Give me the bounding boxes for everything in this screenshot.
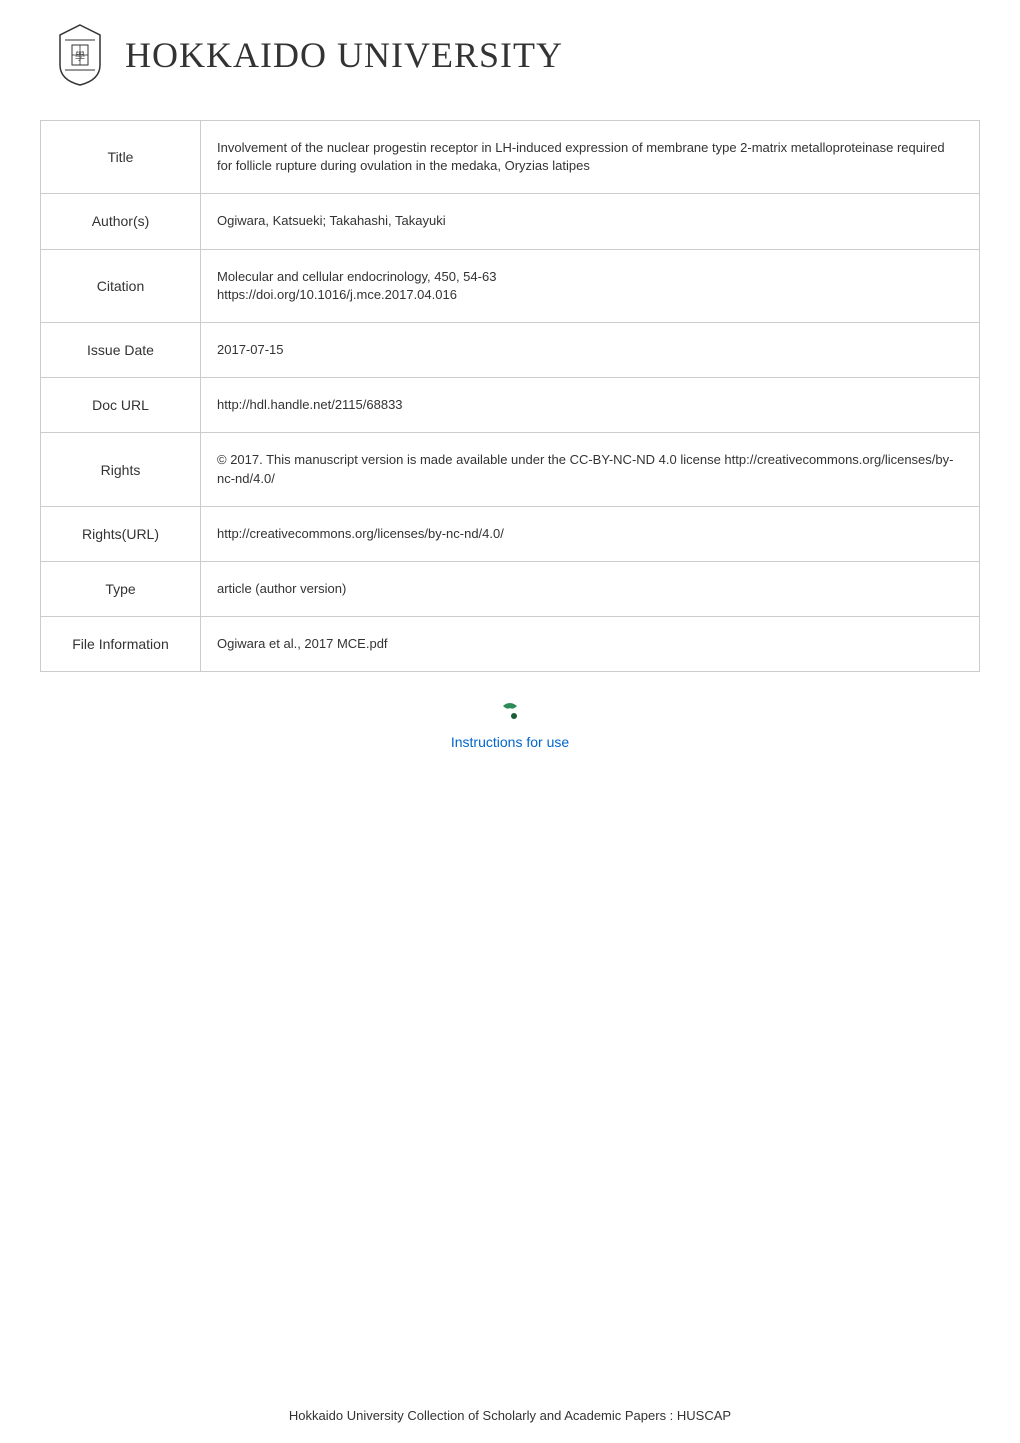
metadata-value: Molecular and cellular endocrinology, 45… (201, 249, 980, 322)
table-row: Citation Molecular and cellular endocrin… (41, 249, 980, 322)
metadata-value: Ogiwara et al., 2017 MCE.pdf (201, 617, 980, 672)
metadata-label: Rights(URL) (41, 506, 201, 561)
metadata-label: File Information (41, 617, 201, 672)
table-row: Rights © 2017. This manuscript version i… (41, 433, 980, 506)
metadata-label: Title (41, 121, 201, 194)
table-row: Doc URL http://hdl.handle.net/2115/68833 (41, 378, 980, 433)
table-row: Author(s) Ogiwara, Katsueki; Takahashi, … (41, 194, 980, 249)
metadata-value: Involvement of the nuclear progestin rec… (201, 121, 980, 194)
instructions-section: Instructions for use (40, 702, 980, 750)
metadata-value: article (author version) (201, 561, 980, 616)
metadata-value: © 2017. This manuscript version is made … (201, 433, 980, 506)
svg-text:學: 學 (75, 50, 85, 63)
table-row: Issue Date 2017-07-15 (41, 322, 980, 377)
table-row: Type article (author version) (41, 561, 980, 616)
university-name: HOKKAIDO UNIVERSITY (125, 34, 563, 76)
page-footer: Hokkaido University Collection of Schola… (0, 1408, 1020, 1423)
metadata-label: Rights (41, 433, 201, 506)
table-row: Title Involvement of the nuclear progest… (41, 121, 980, 194)
instructions-icon (499, 702, 521, 730)
metadata-tbody: Title Involvement of the nuclear progest… (41, 121, 980, 672)
table-row: File Information Ogiwara et al., 2017 MC… (41, 617, 980, 672)
metadata-value: Ogiwara, Katsueki; Takahashi, Takayuki (201, 194, 980, 249)
metadata-label: Doc URL (41, 378, 201, 433)
instructions-link[interactable]: Instructions for use (40, 734, 980, 750)
metadata-label: Author(s) (41, 194, 201, 249)
metadata-label: Citation (41, 249, 201, 322)
metadata-label: Issue Date (41, 322, 201, 377)
metadata-value: http://creativecommons.org/licenses/by-n… (201, 506, 980, 561)
metadata-label: Type (41, 561, 201, 616)
metadata-value: http://hdl.handle.net/2115/68833 (201, 378, 980, 433)
page-header: 學 HOKKAIDO UNIVERSITY (40, 20, 980, 90)
table-row: Rights(URL) http://creativecommons.org/l… (41, 506, 980, 561)
university-logo: 學 (50, 20, 110, 90)
metadata-table: Title Involvement of the nuclear progest… (40, 120, 980, 672)
metadata-value: 2017-07-15 (201, 322, 980, 377)
